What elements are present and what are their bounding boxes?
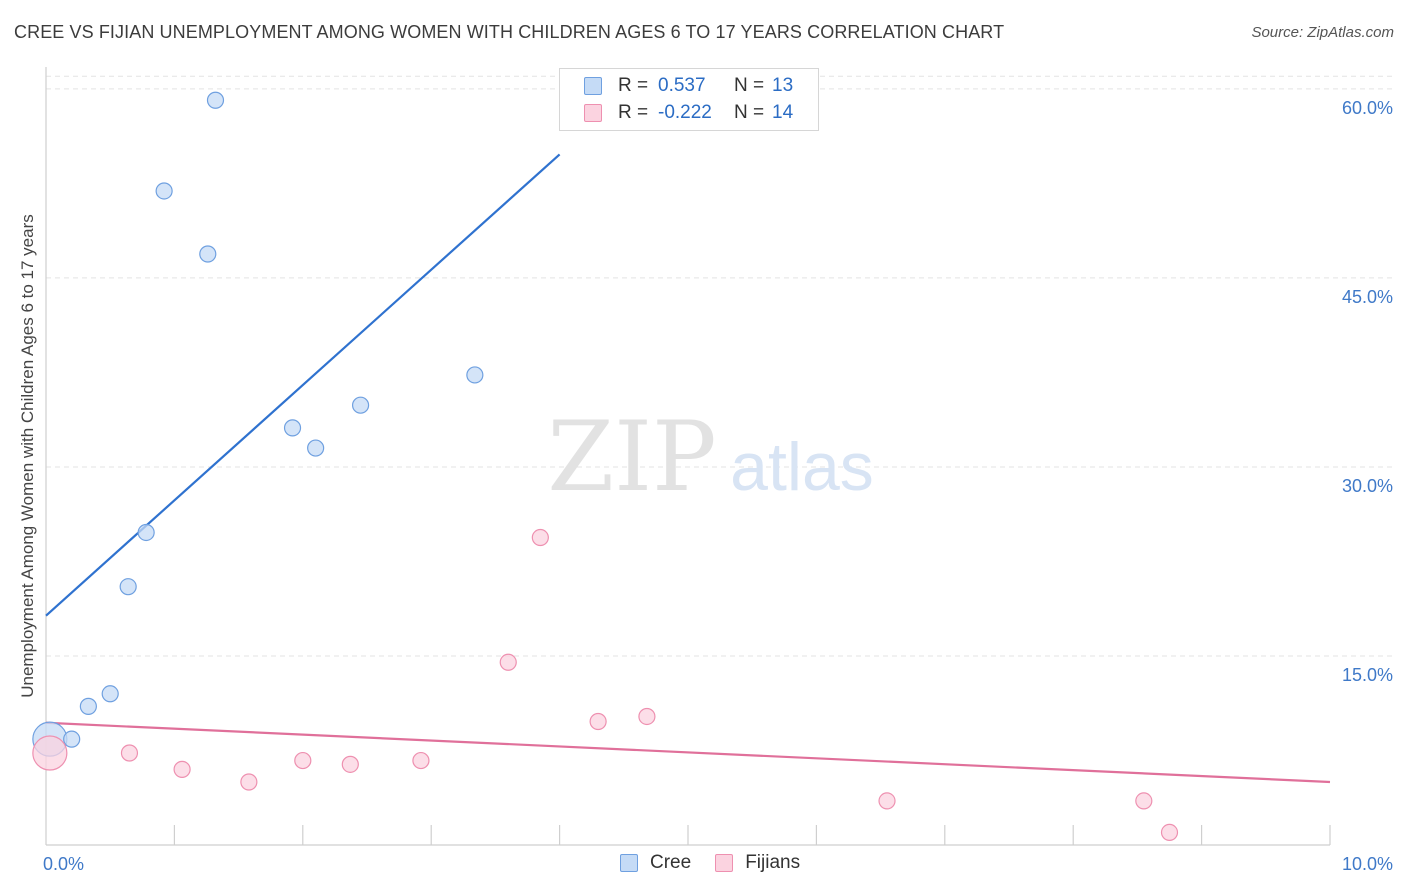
data-points [32, 91, 1179, 841]
grid-lines [46, 75, 1392, 657]
legend-item-cree: Cree [620, 852, 691, 874]
legend-n-label: N = [734, 102, 765, 123]
point-fijians [120, 744, 139, 762]
legend-row-cree: R = 0.537 N = 13 [584, 74, 793, 98]
x-tick-label: 10.0% [1342, 854, 1393, 874]
point-fijians [1135, 792, 1153, 810]
point-cree [63, 730, 81, 748]
legend-n-label: N = [734, 75, 765, 96]
point-cree [137, 523, 155, 542]
point-fijians [531, 528, 549, 547]
point-fijians [173, 760, 191, 778]
watermark-zip: ZIP [547, 401, 716, 513]
chart-title: CREE VS FIJIAN UNEMPLOYMENT AMONG WOMEN … [14, 22, 1005, 42]
tick-labels: 15.0% 30.0% 45.0% 60.0% 0.0% 10.0% [43, 98, 1393, 874]
x-tick-label: 0.0% [43, 854, 84, 874]
stats-legend: R = 0.537 N = 13 R = -0.222 N = 14 [559, 68, 819, 131]
legend-row-fijians: R = -0.222 N = 14 [584, 101, 793, 125]
legend-swatch-cree [584, 77, 602, 95]
legend-swatch-fijians [584, 104, 602, 122]
y-tick-label: 60.0% [1342, 98, 1393, 118]
legend-r-value: 0.537 [658, 75, 706, 96]
legend-n-value: 14 [772, 102, 794, 123]
legend-r-value: -0.222 [658, 102, 712, 123]
legend-n-value: 13 [772, 75, 794, 96]
point-cree [307, 439, 325, 457]
legend-r-label: R = [618, 102, 649, 123]
point-cree [351, 396, 370, 414]
watermark-atlas: atlas [730, 429, 874, 505]
point-cree [79, 697, 97, 715]
point-cree [466, 366, 484, 384]
point-fijians [412, 751, 430, 770]
legend-label-fijians: Fijians [745, 852, 801, 873]
trend-lines [45, 153, 1331, 784]
point-fijians [294, 751, 312, 770]
point-fijians [240, 773, 258, 791]
point-cree [155, 182, 173, 200]
point-fijians [638, 707, 656, 726]
trend-line-fijians [45, 721, 1331, 784]
point-cree [101, 685, 119, 703]
point-fijians [878, 792, 896, 810]
legend-swatch-cree [620, 854, 638, 872]
point-cree [199, 245, 217, 263]
y-axis-label: Unemployment Among Women with Children A… [18, 214, 37, 698]
y-tick-label: 15.0% [1342, 665, 1393, 685]
legend-item-fijians: Fijians [715, 852, 800, 874]
point-fijians [1160, 823, 1179, 841]
legend-r-label: R = [618, 75, 649, 96]
point-fijians [341, 755, 359, 773]
point-cree [283, 419, 302, 437]
legend-label-cree: Cree [650, 852, 692, 873]
y-tick-label: 45.0% [1342, 287, 1393, 307]
watermark: ZIP atlas [547, 401, 873, 513]
point-cree [206, 91, 225, 109]
point-fijians [32, 735, 68, 771]
legend-swatch-fijians [715, 854, 734, 872]
point-cree [119, 578, 137, 596]
source-label: Source: ZipAtlas.com [1251, 24, 1394, 41]
axes [45, 67, 1331, 846]
y-tick-label: 30.0% [1342, 476, 1393, 496]
series-legend: Cree Fijians [620, 852, 824, 874]
point-fijians [499, 653, 517, 671]
point-fijians [589, 712, 607, 731]
trend-line-cree [45, 153, 561, 617]
